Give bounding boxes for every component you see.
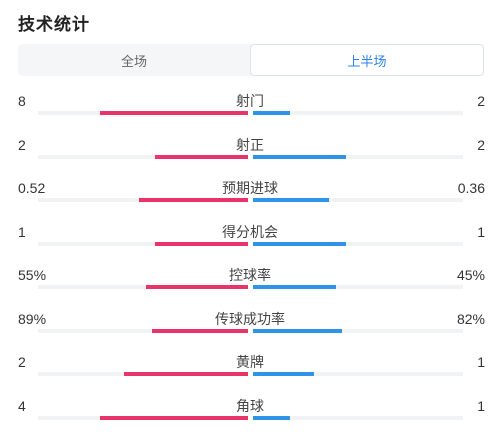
- page-title: 技术统计: [18, 15, 90, 34]
- away-bar: [253, 415, 290, 420]
- stat-row: 2 射正 2: [0, 137, 500, 181]
- home-bar: [139, 198, 248, 202]
- tab-first-half[interactable]: 上半场: [250, 44, 484, 76]
- away-bar: [253, 328, 342, 333]
- stat-row: 1 得分机会 1: [0, 224, 500, 268]
- home-value: 8: [18, 93, 26, 109]
- away-value: 2: [477, 136, 485, 153]
- stat-label: 得分机会: [222, 223, 278, 240]
- home-value: 0.52: [18, 180, 46, 196]
- period-tabs: 全场 上半场: [18, 44, 484, 76]
- away-value: 1: [477, 354, 485, 370]
- home-bar: [155, 154, 248, 159]
- stat-label: 控球率: [229, 267, 271, 283]
- away-bar: [253, 111, 290, 115]
- stat-row: 2 黄牌 1: [0, 354, 500, 398]
- stat-label: 角球: [236, 397, 264, 414]
- away-track: [253, 241, 463, 246]
- away-value: 1: [477, 223, 485, 240]
- away-track: [253, 198, 463, 202]
- away-bar: [253, 285, 336, 289]
- stat-row: 0.52 预期进球 0.36: [0, 180, 500, 224]
- away-track: [253, 111, 463, 115]
- away-value: 45%: [456, 267, 485, 283]
- stat-label: 射门: [236, 93, 264, 109]
- away-track: [253, 328, 463, 333]
- away-bar: [253, 198, 329, 202]
- stat-row: 89% 传球成功率 82%: [0, 311, 500, 355]
- away-value: 82%: [456, 310, 485, 327]
- home-bar: [152, 328, 248, 333]
- home-bar: [100, 415, 248, 420]
- stat-label: 传球成功率: [215, 310, 285, 327]
- home-track: [38, 241, 248, 246]
- home-track: [38, 328, 248, 333]
- away-track: [253, 415, 463, 420]
- stat-label: 黄牌: [236, 354, 264, 370]
- home-track: [38, 285, 248, 289]
- tab-full-match[interactable]: 全场: [120, 53, 147, 69]
- home-value: 55%: [18, 267, 47, 283]
- home-value: 1: [18, 223, 26, 240]
- home-bar: [124, 372, 248, 376]
- stat-label: 射正: [236, 136, 264, 153]
- home-bar: [146, 285, 248, 289]
- home-bar: [100, 111, 248, 115]
- away-track: [253, 285, 463, 289]
- away-bar: [253, 154, 346, 159]
- stat-row: 55% 控球率 45%: [0, 267, 500, 311]
- away-track: [253, 372, 463, 376]
- home-value: 4: [18, 397, 26, 414]
- away-track: [253, 154, 463, 159]
- stat-row: 4 角球 1: [0, 398, 500, 442]
- home-bar: [155, 241, 248, 246]
- away-value: 1: [477, 397, 485, 414]
- home-value: 89%: [18, 310, 47, 327]
- home-track: [38, 154, 248, 159]
- home-value: 2: [18, 354, 26, 370]
- away-bar: [253, 372, 314, 376]
- away-value: 2: [477, 93, 485, 109]
- stat-row: 8 射门 2: [0, 93, 500, 137]
- stat-label: 预期进球: [222, 180, 278, 196]
- away-value: 0.36: [457, 180, 485, 196]
- away-bar: [253, 241, 346, 246]
- home-value: 2: [18, 136, 26, 153]
